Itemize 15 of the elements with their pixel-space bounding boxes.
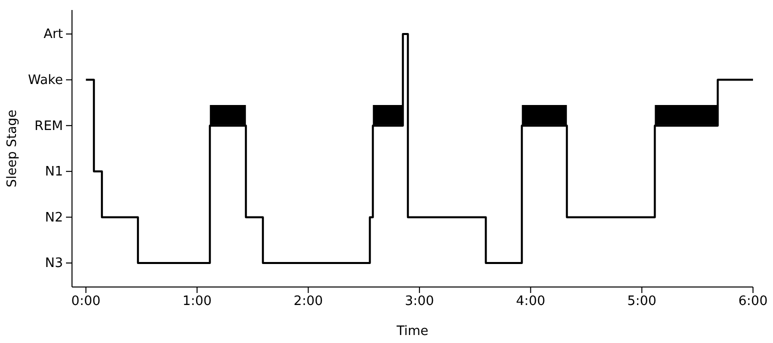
x-tick-label: 0:00	[71, 294, 100, 310]
category-label: N1	[45, 164, 63, 180]
x-tick-label: 2:00	[294, 294, 323, 310]
category-label: Wake	[28, 72, 63, 88]
x-tick-label: 5:00	[627, 294, 656, 310]
x-tick-label: 3:00	[404, 294, 434, 310]
category-label: N3	[45, 256, 63, 272]
x-tick-label: 1:00	[182, 294, 212, 310]
category-label: Art	[44, 27, 63, 42]
x-tick-label: 4:00	[516, 294, 546, 310]
category-label: REM	[34, 118, 63, 134]
x-axis-title: Time	[396, 324, 428, 339]
x-tick-label: 6:00	[738, 294, 768, 310]
category-label: N2	[45, 210, 63, 226]
y-axis-title: Sleep Stage	[5, 110, 20, 188]
